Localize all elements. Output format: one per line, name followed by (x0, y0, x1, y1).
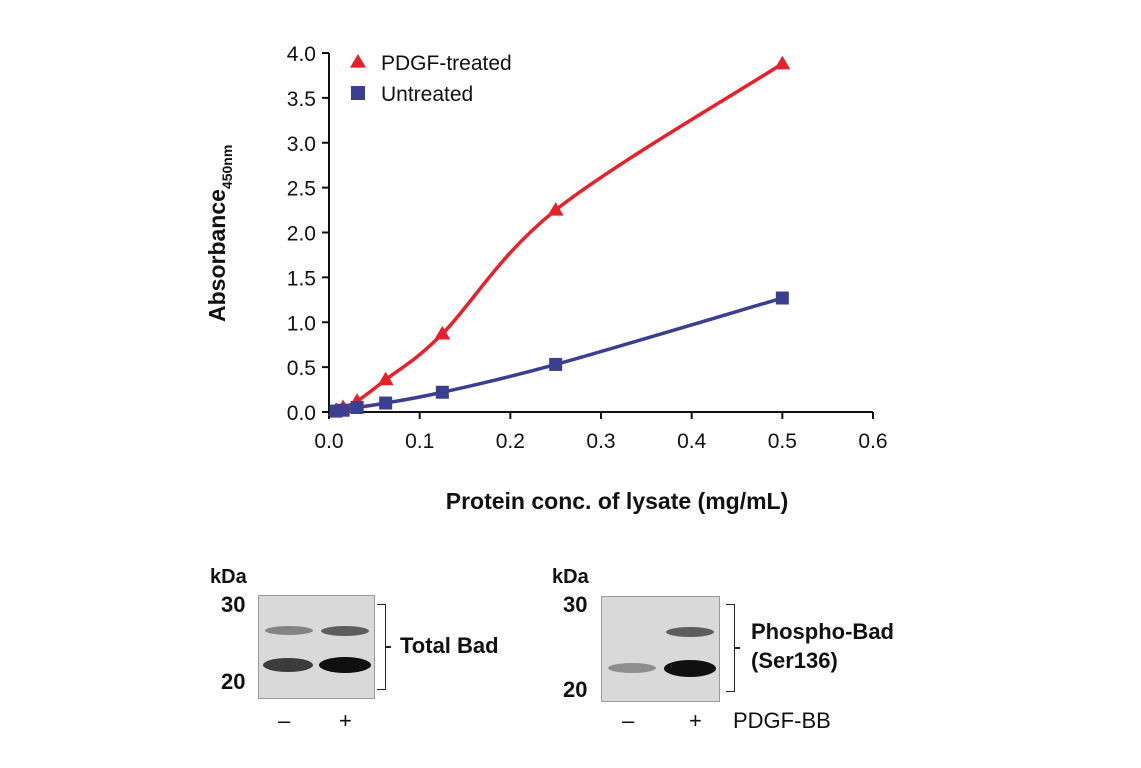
x-tick-label: 0.3 (586, 430, 615, 453)
x-tick-label: 0.0 (314, 430, 343, 453)
data-point-pdgf-treated (377, 371, 394, 386)
kda-label-right: kDa (552, 566, 589, 588)
data-point-untreated (336, 403, 350, 417)
y-tick-label: 2.5 (287, 178, 316, 201)
phospho-bad-label-line2: (Ser136) (751, 648, 838, 673)
y-tick-label: 4.0 (287, 43, 316, 66)
data-point-untreated (379, 396, 393, 410)
y-tick-label: 2.0 (287, 223, 316, 246)
y-tick-label: 3.0 (287, 133, 316, 156)
data-point-untreated (435, 385, 449, 399)
x-tick-label: 0.1 (405, 430, 434, 453)
y-tick-label: 1.0 (287, 312, 316, 335)
lane-minus-left: – (278, 708, 291, 733)
total-bad-blot-image (258, 595, 375, 699)
y-axis-title: Absorbance450nm (204, 145, 235, 322)
bracket-tick-right (734, 647, 740, 649)
phospho-bad-label-line1: Phospho-Bad (751, 619, 894, 644)
total-bad-label: Total Bad (400, 633, 499, 658)
bracket-tick-left (385, 646, 391, 648)
band-treated-upper (321, 626, 369, 636)
marker-20-right: 20 (563, 677, 588, 702)
y-tick-label: 3.5 (287, 88, 316, 111)
data-point-pdgf-treated (547, 202, 564, 216)
y-tick-label: 0.0 (287, 402, 316, 425)
band-treated-phospho-upper (666, 627, 714, 637)
band-treated-phospho-lower (664, 660, 716, 677)
series-line-untreated (335, 296, 783, 413)
chart-legend: PDGF-treated Untreated (350, 52, 512, 106)
lane-plus-left: + (339, 708, 352, 733)
data-point-untreated (775, 291, 789, 305)
data-point-untreated (350, 401, 364, 415)
legend-label-pdgf-treated: PDGF-treated (381, 52, 512, 75)
kda-label-left: kDa (210, 566, 247, 588)
y-tick-label: 1.5 (287, 267, 316, 290)
band-untreated-phospho-lower (608, 663, 656, 673)
data-point-pdgf-treated (434, 325, 451, 340)
lane-plus-right: + (689, 708, 702, 733)
marker-20-left: 20 (221, 669, 246, 694)
data-point-pdgf-treated (774, 55, 791, 70)
band-untreated-lower (263, 658, 313, 672)
band-treated-lower (319, 657, 371, 673)
data-point-untreated (549, 357, 563, 371)
chart-markers (328, 55, 791, 418)
chart-axes: 0.0 0.1 0.2 0.3 0.4 0.5 0.6 0.0 0.5 1.0 1.5 2.0 2.5 3… (287, 43, 888, 453)
x-tick-label: 0.2 (496, 430, 525, 453)
band-untreated-upper (265, 626, 313, 635)
marker-30-right: 30 (563, 592, 588, 617)
treatment-label: PDGF-BB (733, 708, 831, 733)
legend-marker-pdgf-treated (350, 54, 366, 68)
x-tick-label: 0.5 (768, 430, 797, 453)
legend-marker-untreated (351, 86, 365, 100)
y-tick-label: 0.5 (287, 357, 316, 380)
y-axis-title-main: Absorbance (204, 189, 230, 322)
marker-30-left: 30 (221, 592, 246, 617)
elisa-line-chart: 0.0 0.1 0.2 0.3 0.4 0.5 0.6 0.0 0.5 1.0 1.5 2.0 2.5 3… (204, 43, 888, 514)
lane-minus-right: – (622, 708, 635, 733)
phospho-bad-blot-image (601, 596, 720, 702)
legend-label-untreated: Untreated (381, 83, 473, 106)
x-axis-title: Protein conc. of lysate (mg/mL) (446, 488, 789, 514)
y-axis-title-subscript: 450nm (219, 145, 235, 189)
x-tick-label: 0.6 (858, 430, 887, 453)
x-tick-label: 0.4 (677, 430, 707, 453)
